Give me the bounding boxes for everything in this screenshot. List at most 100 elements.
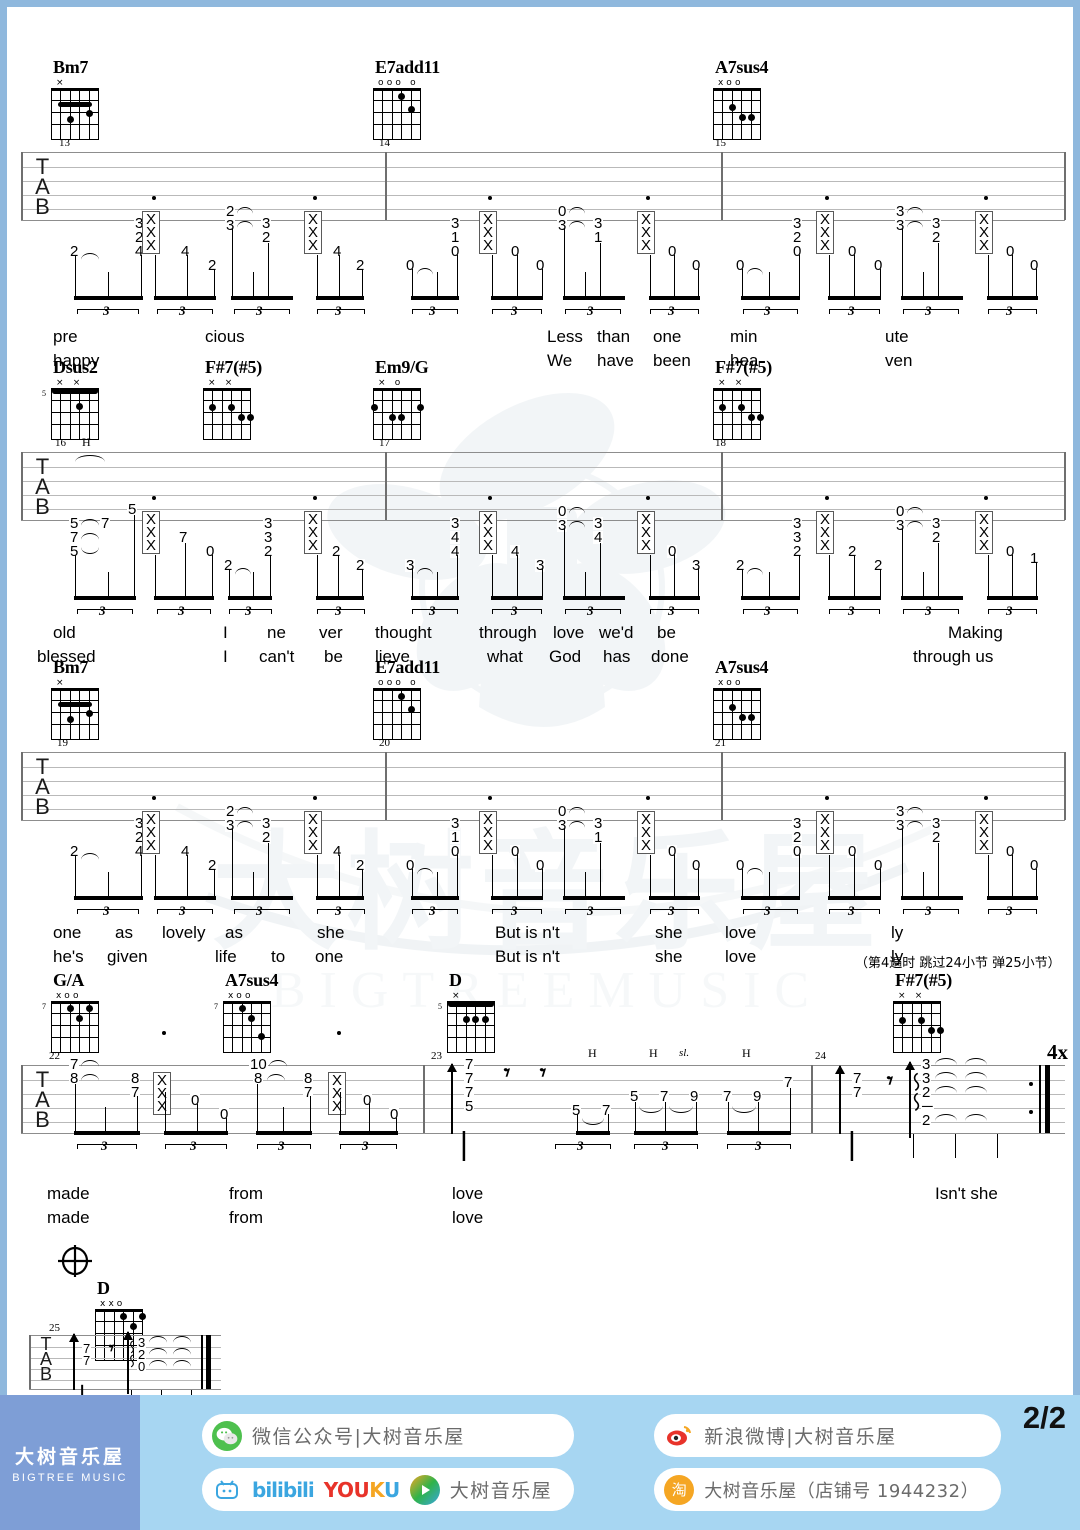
tab-number: 2 [225,203,236,220]
lyric-line1: ly [891,923,904,942]
tuplet-3: 3 [511,303,518,318]
tab-number: 2 [331,543,342,560]
lyric-line1: pre [53,327,78,346]
chord-grid [223,1001,271,1053]
tuplet-3: 3 [256,903,263,918]
chord-markers: xoo [718,78,744,88]
chord-diagram-dsus2: Dsus2 × × 5 [42,357,99,445]
tab-number: 3 [931,515,942,532]
tab-number: 0 [137,1359,147,1374]
tab-number: 3 [691,557,702,574]
lyric-line2: been [653,351,691,370]
tab-number: 7 [82,1341,92,1356]
social-pills-right: 新浪微博|大树音乐屋 淘 大树音乐屋（店铺号 1944232） [654,1414,1002,1511]
lyric-line1: we'd [599,623,634,642]
chord-name: E7add11 [375,657,440,677]
tab-number: 3 [261,215,272,232]
chord-diagram-em9g: Em9/G × o [371,357,429,445]
tab-number: 7 [852,1070,863,1087]
brand-panel: 大树音乐屋 BIGTREE MUSIC [0,1395,140,1530]
weibo-pill[interactable]: 新浪微博|大树音乐屋 [654,1414,1002,1457]
lyric-line1: Making [948,623,1003,642]
tuplet-3: 3 [925,903,932,918]
chord-markers: ooo o [378,678,419,688]
chord-grid [51,1001,99,1053]
chord-name: D [449,970,462,990]
tab-number: 4 [510,543,521,560]
measure-number: 25 [49,1322,60,1334]
chord-name: D [97,1278,110,1298]
video-pill[interactable]: bilibili YOUKU 大树音乐屋 [202,1468,575,1511]
measure-number: 14 [379,137,390,149]
tab-number: 2 [355,257,366,274]
tab-number: 3 [263,529,274,546]
tab-number: 0 [389,1106,400,1123]
end-repeat-barline [201,1335,217,1389]
tab-number: 3 [921,1056,932,1073]
taobao-pill[interactable]: 淘 大树音乐屋（店铺号 1944232） [654,1468,1002,1511]
tab-number: 2 [69,843,80,860]
lyric-line2: blessed [37,647,96,666]
tuplet-3: 3 [668,303,675,318]
tab-number: 2 [263,543,274,560]
tab-number: 0 [557,203,568,220]
tab-number: 0 [405,857,416,874]
tab-number: 4 [180,243,191,260]
tuplet-3: 3 [755,1138,762,1153]
tuplet-3: 3 [245,603,252,618]
tab-number: 0 [450,243,461,260]
tab-number: 0 [847,843,858,860]
tab-number: 2 [355,857,366,874]
tab-number: 2 [931,229,942,246]
tab-number: 7 [464,1084,475,1101]
chord-markers: × × [56,378,84,388]
tab-number: 7 [178,529,189,546]
strum-up-arrow [447,1063,456,1134]
tuplet-3: 3 [190,1138,197,1153]
tab-number: 3 [134,215,145,232]
lyric-line1: love [553,623,585,642]
hammer-on-mark: H [649,1046,658,1060]
tab-number: 8 [130,1070,141,1087]
chord-grid [713,388,764,440]
music-notation-area: Bm7 × E7add1 [7,7,1080,1410]
chord-fret-number: 5 [438,1002,442,1011]
tab-number: 0 [895,503,906,520]
chord-grid [51,88,99,140]
tab-number: 2 [207,257,218,274]
chord-name: A7sus4 [225,970,279,990]
tab-number: 3 [535,557,546,574]
system-4: （第4遍时 跳过24小节 弹25小节） G/A xoo 7 [7,956,1080,1242]
tab-number: 2 [847,543,858,560]
lyric-line2: made [47,1208,90,1227]
tuplet-3: 3 [335,903,342,918]
tuplet-3: 3 [179,903,186,918]
tab-clef: TAB [30,454,55,514]
chord-diagram-fsharp7sharp5-a: F#7(#5) × × [203,357,262,445]
tab-number: 8 [69,1070,80,1087]
tab-number: 3 [263,515,274,532]
tab-number: 0 [1005,243,1016,260]
lyric-line2: through us [913,647,994,666]
tuplet-3: 3 [256,303,263,318]
tab-number: 0 [735,857,746,874]
wechat-pill[interactable]: 微信公众号|大树音乐屋 [202,1414,575,1457]
page-number: 2/2 [1022,1400,1066,1435]
tab-number: 3 [792,215,803,232]
tuplet-3: 3 [429,303,436,318]
chord-grid [373,688,421,740]
tab-number: 3 [895,203,906,220]
chord-markers: xxo [100,1299,126,1309]
lyric-line1: from [229,1184,263,1203]
lyric-line2: hea [730,351,759,370]
tuplet-3: 3 [764,303,771,318]
chord-diagram-d-barre: D × 5 [438,970,495,1058]
tab-number: 0 [792,843,803,860]
chord-fret-number: 7 [214,1002,218,1011]
tab-number: 7 [852,1084,863,1101]
lyric-line2: lieve [375,647,410,666]
